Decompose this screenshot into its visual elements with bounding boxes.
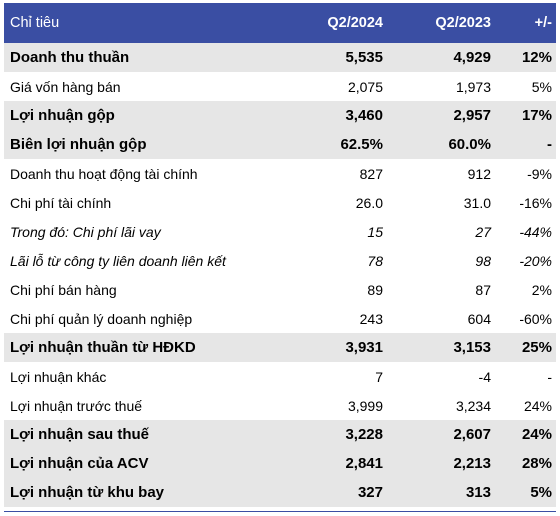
row-change: 17% — [521, 107, 552, 124]
row-change: -16% — [519, 194, 552, 211]
row-q2-2023: 3,234 — [455, 397, 491, 414]
row-change: 12% — [521, 49, 552, 66]
row-label: Lợi nhuận của ACV — [10, 455, 149, 472]
row-q2-2023: 27 — [475, 223, 491, 240]
row-change: -20% — [519, 252, 552, 269]
row-label: Lợi nhuận sau thuế — [10, 426, 149, 443]
row-q2-2024: 62.5% — [340, 136, 383, 153]
row-q2-2024: 78 — [367, 252, 383, 269]
row-label: Lãi lỗ từ công ty liên doanh liên kết — [10, 252, 226, 269]
row-q2-2024: 15 — [367, 223, 383, 240]
header-change: +/- — [534, 15, 552, 31]
table-row: Chi phí tài chính 26.0 31.0 -16% — [4, 188, 556, 217]
table-row: Chi phí bán hàng 89 87 2% — [4, 275, 556, 304]
row-q2-2024: 243 — [359, 310, 383, 327]
row-label: Trong đó: Chi phí lãi vay — [10, 223, 161, 240]
row-q2-2023: 604 — [467, 310, 491, 327]
table-row: Lợi nhuận thuần từ HĐKD 3,931 3,153 25% — [4, 333, 556, 362]
row-change: 5% — [530, 484, 552, 501]
row-q2-2023: -4 — [478, 368, 491, 385]
row-label: Biên lợi nhuận gộp — [10, 136, 147, 153]
row-q2-2024: 3,999 — [347, 397, 383, 414]
row-q2-2023: 2,957 — [453, 107, 491, 124]
row-label: Giá vốn hàng bán — [10, 78, 121, 95]
row-change: 5% — [531, 78, 552, 95]
table-row: Chi phí quản lý doanh nghiệp 243 604 -60% — [4, 304, 556, 333]
table-row: Biên lợi nhuận gộp 62.5% 60.0% - — [4, 130, 556, 159]
row-q2-2024: 2,075 — [347, 78, 383, 95]
row-q2-2024: 3,228 — [345, 426, 383, 443]
row-q2-2024: 5,535 — [345, 49, 383, 66]
header-q2-2024: Q2/2024 — [327, 15, 383, 31]
row-change: 25% — [521, 339, 552, 356]
row-label: Lợi nhuận gộp — [10, 107, 115, 124]
row-change: -60% — [519, 310, 552, 327]
bottom-border — [4, 511, 556, 512]
row-label: Chi phí bán hàng — [10, 281, 117, 298]
row-q2-2024: 7 — [375, 368, 383, 385]
row-q2-2024: 327 — [357, 484, 383, 501]
row-q2-2023: 60.0% — [448, 136, 491, 153]
row-label: Lợi nhuận trước thuế — [10, 397, 143, 414]
row-q2-2024: 3,460 — [345, 107, 383, 124]
row-q2-2023: 31.0 — [463, 194, 491, 211]
row-label: Chi phí quản lý doanh nghiệp — [10, 310, 193, 327]
row-q2-2024: 827 — [359, 165, 383, 182]
row-change: 24% — [523, 397, 552, 414]
row-change: - — [547, 136, 552, 153]
row-change: 2% — [531, 281, 552, 298]
table-row: Lợi nhuận khác 7 -4 - — [4, 362, 556, 391]
header-q2-2023: Q2/2023 — [435, 15, 491, 31]
row-change: -44% — [519, 223, 552, 240]
row-q2-2023: 4,929 — [453, 49, 491, 66]
row-q2-2023: 98 — [475, 252, 491, 269]
row-label: Lợi nhuận khác — [10, 368, 107, 385]
row-q2-2023: 3,153 — [453, 339, 491, 356]
row-q2-2023: 912 — [467, 165, 491, 182]
row-label: Lợi nhuận từ khu bay — [10, 484, 165, 501]
row-label: Doanh thu hoạt động tài chính — [10, 165, 198, 182]
row-q2-2023: 313 — [465, 484, 491, 501]
row-q2-2023: 1,973 — [455, 78, 491, 95]
row-q2-2023: 2,213 — [453, 455, 491, 472]
table-header: Chỉ tiêu Q2/2024 Q2/2023 +/- — [4, 3, 556, 43]
table-row: Lãi lỗ từ công ty liên doanh liên kết 78 9… — [4, 246, 556, 275]
row-q2-2024: 3,931 — [345, 339, 383, 356]
row-label: Lợi nhuận thuần từ HĐKD — [10, 339, 196, 356]
header-label: Chỉ tiêu — [10, 15, 60, 31]
table-row: Trong đó: Chi phí lãi vay 15 27 -44% — [4, 217, 556, 246]
table-row: Giá vốn hàng bán 2,075 1,973 5% — [4, 72, 556, 101]
table-row: Lợi nhuận của ACV 2,841 2,213 28% — [4, 449, 556, 478]
table-row: Lợi nhuận từ khu bay 327 313 5% — [4, 478, 556, 507]
row-change: 24% — [521, 426, 552, 443]
row-change: 28% — [521, 455, 552, 472]
row-change: - — [547, 368, 552, 385]
row-q2-2024: 89 — [367, 281, 383, 298]
table-row: Lợi nhuận sau thuế 3,228 2,607 24% — [4, 420, 556, 449]
row-label: Doanh thu thuần — [10, 49, 130, 66]
table-row: Lợi nhuận trước thuế 3,999 3,234 24% — [4, 391, 556, 420]
row-q2-2024: 2,841 — [345, 455, 383, 472]
table-row: Lợi nhuận gộp 3,460 2,957 17% — [4, 101, 556, 130]
table-body: Doanh thu thuần 5,535 4,929 12% Giá vốn hàng… — [4, 43, 556, 507]
financial-table: Chỉ tiêu Q2/2024 Q2/2023 +/- Doanh thu t… — [4, 3, 556, 507]
row-q2-2024: 26.0 — [355, 194, 383, 211]
row-label: Chi phí tài chính — [10, 194, 112, 211]
row-q2-2023: 2,607 — [453, 426, 491, 443]
row-change: -9% — [527, 165, 552, 182]
table-row: Doanh thu hoạt động tài chính 827 912 -9% — [4, 159, 556, 188]
table-row: Doanh thu thuần 5,535 4,929 12% — [4, 43, 556, 72]
row-q2-2023: 87 — [475, 281, 491, 298]
